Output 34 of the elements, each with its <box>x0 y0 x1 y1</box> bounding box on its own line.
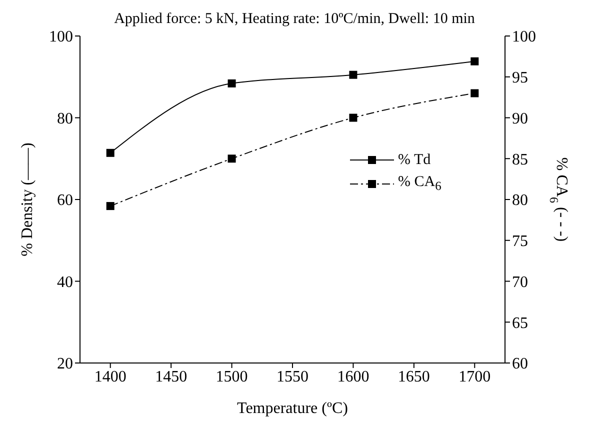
y-tick-label: 60 <box>57 192 73 210</box>
point <box>228 154 236 163</box>
x-tick-label: 1550 <box>276 368 308 386</box>
y-axis-title: % Density (——) <box>19 142 36 256</box>
y2-tick-label: 95 <box>512 70 528 87</box>
x-tick-label: 1500 <box>216 368 248 386</box>
point <box>228 79 236 88</box>
y2-tick-label: 65 <box>512 314 528 332</box>
y-tick-label: 40 <box>57 274 73 291</box>
y2-tick-label: 80 <box>512 192 528 210</box>
legend-label: % Td <box>398 152 431 168</box>
point <box>349 70 358 79</box>
x-tick-label: 1400 <box>94 368 126 386</box>
y2-tick-label: 70 <box>512 274 528 291</box>
x-tick-label: 1650 <box>398 368 430 386</box>
point <box>470 89 479 98</box>
chart-title: Applied force: 5 kN, Heating rate: 10ºC/min, Dwell: 10 min <box>113 10 476 29</box>
y2-tick-label: 100 <box>512 28 536 46</box>
point <box>106 148 114 157</box>
x-tick-label: 1450 <box>155 368 188 386</box>
point <box>349 114 358 122</box>
y-tick-label: 100 <box>49 28 73 46</box>
y2-tick-label: 60 <box>512 356 528 373</box>
y2-tick-label: 90 <box>512 110 528 128</box>
y2-tick-label: 85 <box>512 151 528 168</box>
x-tick-label: 1700 <box>458 368 491 386</box>
y2-tick-label: 75 <box>512 233 528 250</box>
x-axis-title: Temperature (ºC) <box>237 400 348 417</box>
x-tick-label: 1600 <box>337 368 370 386</box>
point <box>106 202 114 210</box>
legend-label: % CA$_{6}$ <box>398 174 442 194</box>
y-tick-label: 80 <box>57 110 73 128</box>
point <box>470 57 479 66</box>
y-tick-label: 20 <box>57 356 73 373</box>
